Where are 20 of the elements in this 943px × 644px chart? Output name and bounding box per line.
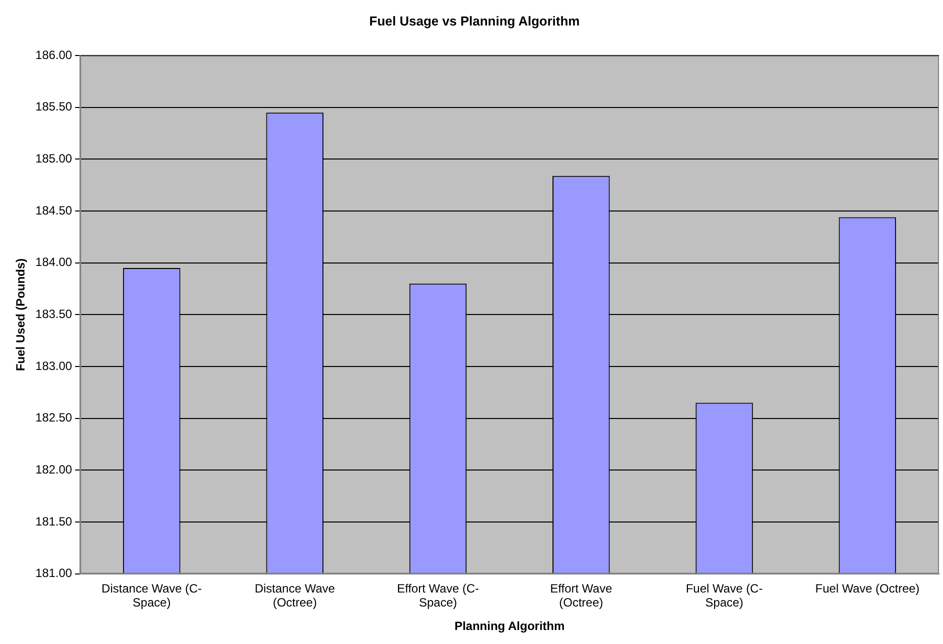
y-tick-label: 185.50 [35,100,72,114]
y-tick-label: 182.50 [35,410,72,425]
y-tick-label: 183.00 [35,358,72,373]
y-tick-label: 181.50 [35,514,72,528]
x-tick-label: Distance Wave (C-Space) [102,581,202,610]
y-tick-label: 184.00 [35,255,72,270]
y-tick-label: 181.00 [35,566,72,580]
x-tick-label: Effort Wave (C-Space) [396,581,479,610]
y-tick-label: 183.50 [35,307,72,322]
y-tick-label: 185.00 [35,152,72,166]
x-tick-label: Fuel Wave (C-Space) [686,581,763,610]
chart-title: Fuel Usage vs Planning Algorithm [369,13,580,28]
y-tick-label: 186.00 [35,48,72,62]
x-tick-label: Fuel Wave (Octree) [815,581,920,596]
x-tick-label: Distance Wave (Octree) [254,581,336,610]
y-axis-title: Fuel Used (Pounds) [14,258,28,372]
y-tick-label: 184.50 [35,203,72,218]
y-tick-label: 182.00 [35,462,72,476]
x-tick-label: Effort Wave (Octree) [550,581,612,610]
x-axis-title: Planning Algorithm [454,619,565,634]
